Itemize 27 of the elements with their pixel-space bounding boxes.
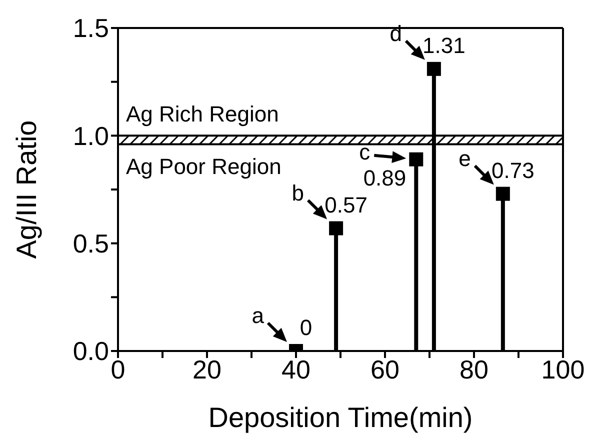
x-axis-title: Deposition Time(min) [208,402,473,433]
point [409,152,424,166]
data-label: 0.57 [324,192,368,218]
annotation: e [458,146,471,171]
x-tick-label: 60 [370,354,400,384]
annotation: a [252,303,265,328]
y-axis-title: Ag/III Ratio [10,120,42,259]
annotation: c [359,139,370,164]
y-tick-label: 1.0 [72,120,109,151]
x-tick-label: 100 [541,354,585,384]
x-tick-label: 80 [460,354,488,384]
y-tick-label: 1.5 [72,13,109,44]
point [426,62,441,76]
x-tick-label: 20 [192,354,222,384]
point [329,221,344,236]
x-tick-label: 40 [282,354,310,384]
y-tick-label: 0.5 [72,228,109,259]
data-label: 0.89 [363,165,406,190]
annotation: b [292,180,304,206]
point [496,186,510,201]
annotation: Ag Poor Region [126,154,282,180]
y-tick-label: 0.0 [72,336,109,366]
annotation: Ag Rich Region [126,101,279,126]
data-label: 0.73 [492,158,534,183]
data-label: 1.31 [422,32,466,58]
x-tick-label: 0 [110,354,126,384]
data-label: 0 [300,315,312,340]
